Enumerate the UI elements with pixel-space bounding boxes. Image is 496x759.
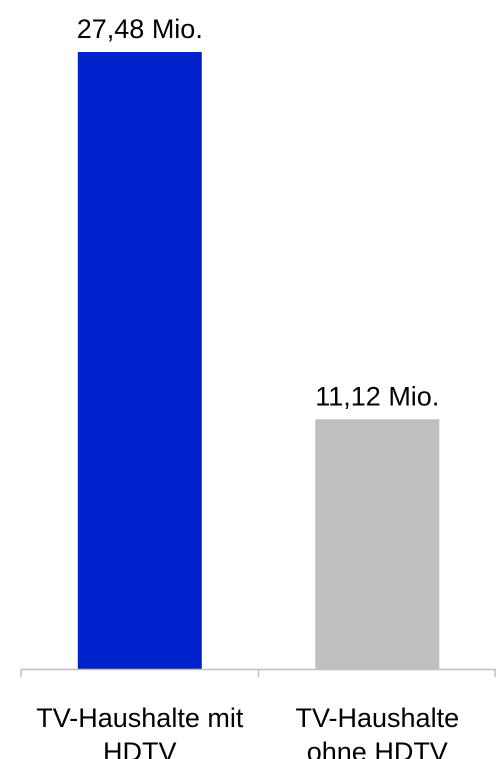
x-tick-label-line: TV-Haushalte mit <box>36 703 244 733</box>
bar-2 <box>315 419 440 669</box>
x-tick-labels-group: TV-Haushalte mit HDTV TV-Haushalte ohne HDT… <box>36 703 459 759</box>
data-label-1: 27,48 Mio. <box>77 14 203 44</box>
x-tick-label-2: TV-Haushalte ohne HDTV <box>296 703 460 759</box>
bar-1 <box>77 52 202 669</box>
x-axis <box>20 668 496 677</box>
data-label-2: 11,12 Mio. <box>315 381 439 411</box>
data-labels-group: 27,48 Mio. 11,12 Mio. <box>77 14 440 411</box>
x-tick-label-line: ohne HDTV <box>307 737 448 759</box>
x-tick-label-line: TV-Haushalte <box>296 703 460 733</box>
bars-group <box>77 52 440 669</box>
x-tick-label-1: TV-Haushalte mit HDTV <box>36 703 244 759</box>
x-tick-label-line: HDTV <box>103 737 177 759</box>
